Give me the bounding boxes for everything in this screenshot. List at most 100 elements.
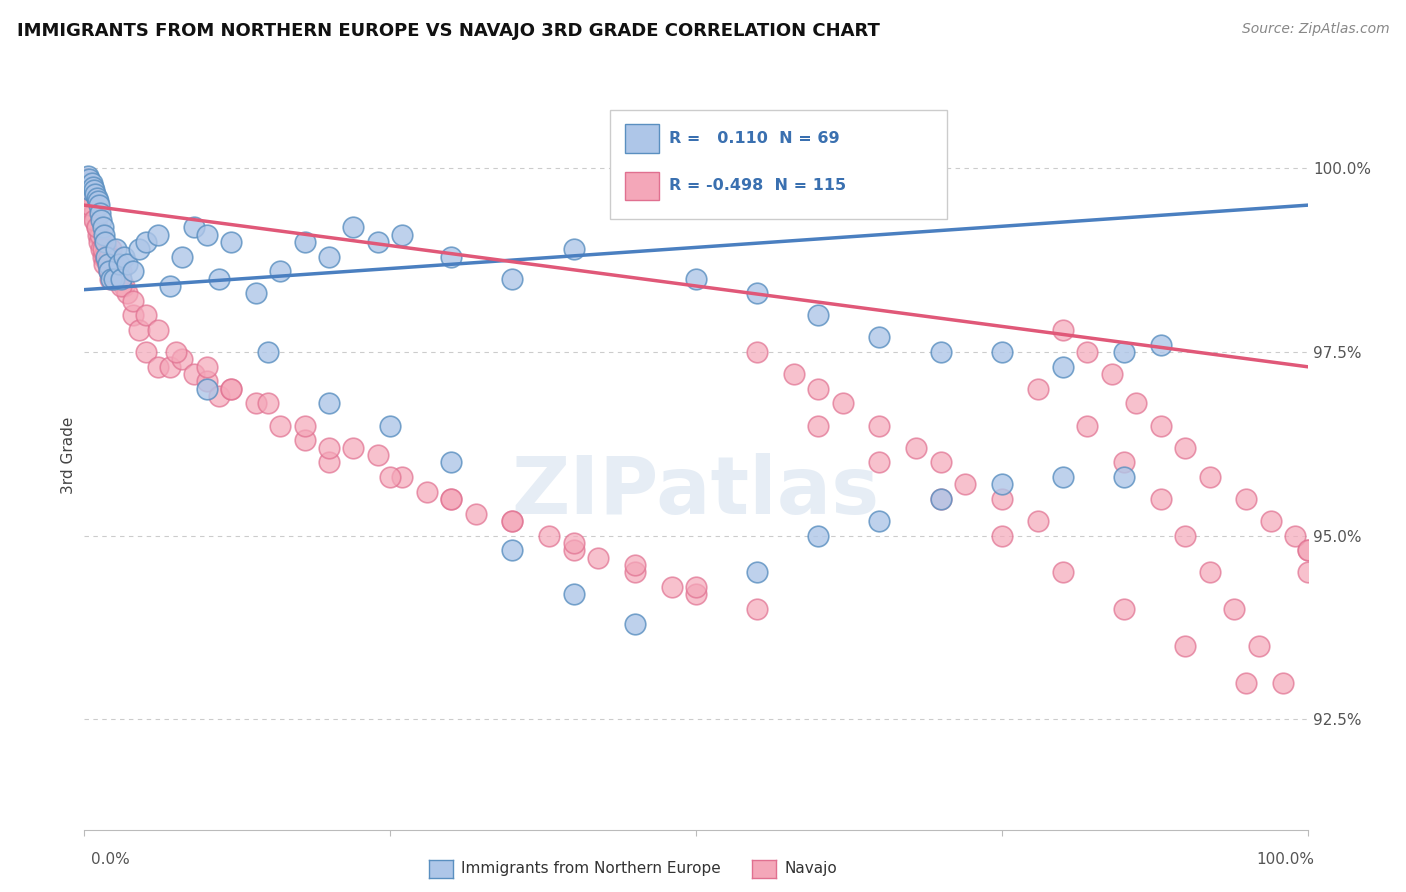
- Point: [1076, 345, 1098, 359]
- Point: [1028, 382, 1050, 396]
- Point: [1114, 455, 1136, 469]
- Point: [122, 293, 145, 308]
- Text: R =   0.110  N = 69: R = 0.110 N = 69: [669, 131, 839, 146]
- Point: [208, 389, 231, 403]
- Point: [87, 194, 110, 209]
- Point: [90, 212, 112, 227]
- Point: [342, 220, 364, 235]
- Point: [86, 191, 108, 205]
- Point: [747, 602, 769, 616]
- Point: [128, 323, 150, 337]
- Point: [83, 205, 105, 219]
- Point: [83, 184, 105, 198]
- Point: [77, 172, 100, 186]
- Point: [107, 257, 129, 271]
- Point: [110, 279, 132, 293]
- Point: [367, 235, 389, 249]
- Point: [586, 550, 609, 565]
- Point: [624, 616, 647, 631]
- FancyBboxPatch shape: [626, 125, 659, 153]
- Point: [1198, 566, 1220, 580]
- Point: [128, 242, 150, 256]
- Point: [93, 227, 115, 242]
- Point: [105, 271, 128, 285]
- Point: [91, 220, 114, 235]
- Point: [135, 235, 157, 249]
- Point: [929, 455, 952, 469]
- Point: [1052, 359, 1074, 374]
- Point: [93, 257, 115, 271]
- Point: [342, 441, 364, 455]
- Point: [391, 227, 413, 242]
- Point: [269, 418, 291, 433]
- Point: [294, 434, 316, 448]
- Point: [807, 309, 830, 323]
- Point: [1198, 470, 1220, 484]
- Point: [87, 227, 110, 242]
- Point: [83, 212, 105, 227]
- Text: Navajo: Navajo: [785, 862, 838, 876]
- Point: [294, 418, 316, 433]
- FancyBboxPatch shape: [626, 171, 659, 200]
- Point: [1174, 639, 1197, 653]
- Point: [929, 491, 952, 506]
- Point: [562, 587, 585, 601]
- Point: [1296, 543, 1319, 558]
- Point: [747, 566, 769, 580]
- Point: [97, 257, 120, 271]
- Point: [929, 345, 952, 359]
- Point: [991, 529, 1014, 543]
- Point: [183, 220, 205, 235]
- Point: [89, 227, 111, 242]
- FancyBboxPatch shape: [610, 111, 946, 219]
- Point: [84, 187, 107, 202]
- Point: [122, 309, 145, 323]
- Point: [502, 543, 524, 558]
- Point: [115, 257, 138, 271]
- Point: [219, 382, 242, 396]
- Point: [269, 264, 291, 278]
- Point: [77, 176, 100, 190]
- Point: [86, 220, 108, 235]
- Point: [831, 396, 853, 410]
- Point: [502, 271, 524, 285]
- Point: [1114, 602, 1136, 616]
- Point: [869, 514, 891, 528]
- Point: [661, 580, 683, 594]
- Point: [159, 359, 181, 374]
- Y-axis label: 3rd Grade: 3rd Grade: [60, 417, 76, 493]
- Point: [89, 205, 111, 219]
- Point: [94, 235, 117, 249]
- Point: [807, 529, 830, 543]
- Point: [103, 271, 125, 285]
- Point: [1223, 602, 1246, 616]
- Point: [1150, 491, 1173, 506]
- Point: [1150, 337, 1173, 351]
- Point: [97, 264, 120, 278]
- Point: [87, 235, 110, 249]
- Point: [82, 198, 104, 212]
- Point: [146, 359, 169, 374]
- Text: Immigrants from Northern Europe: Immigrants from Northern Europe: [461, 862, 721, 876]
- Point: [103, 257, 125, 271]
- Point: [1174, 441, 1197, 455]
- Point: [91, 242, 114, 256]
- Point: [86, 220, 108, 235]
- Text: 100.0%: 100.0%: [1257, 853, 1315, 867]
- Point: [100, 242, 122, 256]
- Point: [991, 491, 1014, 506]
- Point: [1272, 675, 1295, 690]
- Point: [100, 271, 122, 285]
- Point: [538, 529, 561, 543]
- Point: [172, 250, 194, 264]
- Point: [747, 345, 769, 359]
- Point: [94, 250, 117, 264]
- Point: [112, 250, 135, 264]
- Point: [107, 271, 129, 285]
- Point: [502, 514, 524, 528]
- Point: [257, 396, 280, 410]
- Point: [98, 271, 121, 285]
- Point: [135, 345, 157, 359]
- Point: [869, 330, 891, 344]
- Point: [991, 477, 1014, 491]
